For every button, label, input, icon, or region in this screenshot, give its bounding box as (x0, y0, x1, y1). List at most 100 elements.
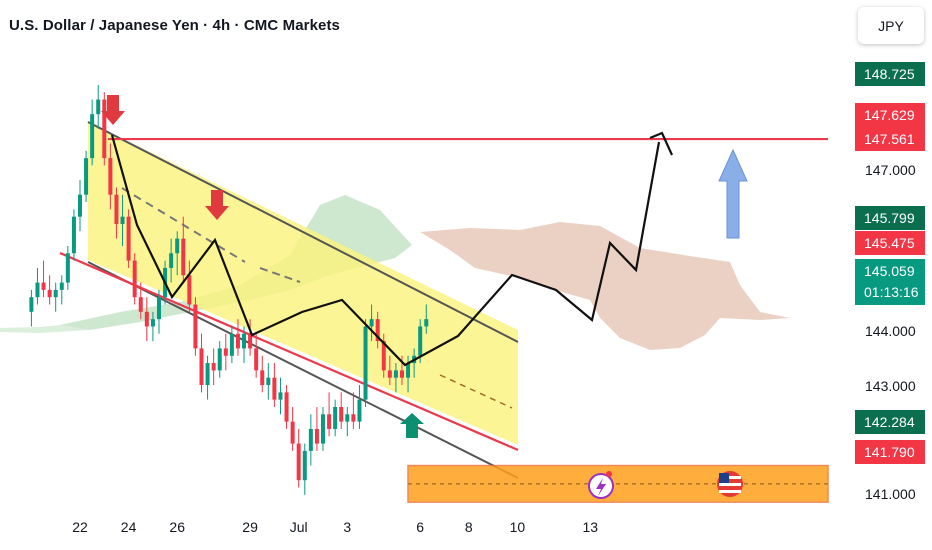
arrow-down-1-icon (101, 95, 125, 125)
x-tick-2: 26 (169, 519, 185, 535)
cloud-green (60, 195, 412, 330)
candle-body-0 (29, 297, 34, 312)
descending-channel (59, 121, 519, 479)
price-badge-bg-7 (855, 410, 925, 434)
price-badge-1: 147.629 (864, 107, 915, 123)
flag-stripe-1 (719, 476, 741, 479)
candle-body-36 (248, 333, 253, 349)
candle-body-32 (223, 348, 228, 356)
dashed-midline-2 (439, 374, 513, 409)
flag-stripe-2 (719, 483, 741, 486)
candle-body-41 (278, 392, 283, 400)
candle-body-2 (41, 282, 46, 290)
candle-body-31 (217, 348, 222, 371)
candle-body-17 (132, 260, 137, 298)
candle-body-58 (381, 341, 386, 371)
candle-body-50 (333, 406, 338, 429)
candle-body-19 (144, 311, 149, 327)
candle-body-37 (254, 348, 259, 371)
price-badge-bg-8 (855, 440, 925, 464)
candle-body-33 (229, 333, 234, 356)
price-axis: 144.000 143.000 141.000 148.725 147.629 147.5… (855, 62, 925, 502)
candle-body-53 (351, 414, 356, 422)
candle-body-47 (314, 428, 319, 444)
lightning-dot-icon (606, 471, 612, 477)
price-badge-2: 147.561 (864, 131, 915, 147)
lightning-bolt-icon (596, 478, 606, 496)
flag-stripe-3 (719, 490, 741, 493)
candle-body-16 (126, 216, 131, 261)
currency-button[interactable]: JPY (858, 7, 924, 44)
candle-body-6 (65, 253, 70, 283)
chart-title: U.S. Dollar / Japanese Yen · 4h · CMC Ma… (9, 17, 340, 34)
candle-body-51 (339, 406, 344, 422)
dashed-line (259, 267, 301, 283)
price-badge-bg-0 (855, 62, 925, 86)
drawings (101, 95, 828, 499)
candle-body-10 (90, 114, 95, 159)
price-badge-8: 141.790 (864, 444, 915, 460)
candle-body-62 (406, 363, 411, 378)
y-tick-0: 144.000 (865, 323, 916, 339)
time-axis: 22 24 26 29 Jul 3 6 8 10 13 (72, 519, 598, 535)
candle-body-35 (242, 333, 247, 349)
candle-body-26 (187, 275, 192, 305)
candle-body-65 (424, 319, 429, 327)
candle-body-3 (47, 289, 52, 298)
candle-body-18 (138, 297, 143, 312)
x-tick-7: 8 (465, 519, 473, 535)
x-tick-6: 6 (416, 519, 424, 535)
price-badge-3: 147.000 (865, 162, 916, 178)
candle-body-44 (296, 443, 301, 481)
channel-upper-line (87, 121, 519, 343)
candle-body-5 (59, 282, 64, 290)
cloud-red (420, 222, 790, 350)
candle-body-56 (369, 319, 374, 327)
projection-arrowhead (649, 131, 674, 156)
candle-body-52 (345, 414, 350, 422)
price-badge-bg-1 (855, 103, 925, 127)
x-tick-4: Jul (290, 519, 308, 535)
candles (29, 84, 429, 495)
candle-body-12 (102, 99, 107, 159)
candle-body-54 (357, 399, 362, 422)
candle-body-30 (211, 363, 216, 371)
price-badge-5: 145.475 (864, 235, 915, 251)
candle-body-23 (169, 253, 174, 268)
candle-body-8 (78, 194, 82, 217)
price-badge-bg-2 (855, 127, 925, 151)
y-tick-2: 141.000 (865, 486, 916, 502)
candle-body-15 (120, 216, 125, 224)
candle-body-60 (393, 370, 398, 378)
candle-body-40 (272, 377, 277, 400)
price-badge-bg-5 (855, 231, 925, 255)
price-badge-bg-4 (855, 206, 925, 230)
candle-body-64 (418, 326, 423, 356)
x-tick-0: 22 (72, 519, 88, 535)
projection-path (110, 134, 661, 367)
candle-body-55 (363, 326, 368, 400)
candle-body-29 (205, 363, 210, 386)
arrow-down-2-icon (205, 190, 229, 220)
candle-body-43 (290, 421, 295, 444)
candle-body-13 (108, 158, 113, 195)
arrow-up-icon (400, 413, 424, 438)
candle-body-11 (96, 99, 101, 115)
candle-body-48 (321, 414, 325, 444)
price-badge-0: 148.725 (864, 66, 915, 82)
candle-body-21 (156, 297, 161, 320)
candle-body-25 (181, 238, 186, 276)
candle-body-7 (71, 216, 76, 254)
candle-body-59 (387, 370, 392, 378)
candle-body-20 (150, 319, 155, 327)
price-badge-4: 145.799 (864, 210, 915, 226)
support-zone (407, 464, 829, 503)
candle-body-27 (193, 304, 198, 349)
y-tick-1: 143.000 (865, 378, 916, 394)
candle-body-57 (375, 319, 380, 342)
x-tick-8: 10 (510, 519, 526, 535)
candle-body-4 (53, 289, 58, 298)
x-tick-5: 3 (343, 519, 351, 535)
